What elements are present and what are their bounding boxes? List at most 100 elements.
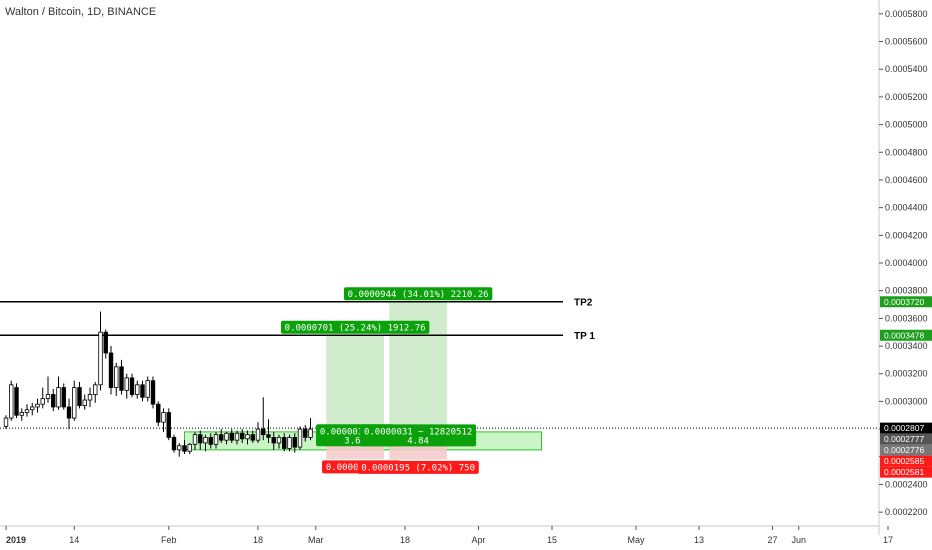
price-badge [880,455,932,467]
tp-line-label: TP2 [574,297,593,308]
position-2-center-label-1: 0.0000031 ~ 12820512 [364,427,472,437]
y-tick-label: 0.0005200 [885,92,928,102]
candle-body [245,434,250,440]
position-1-target-label: 0.0000701 (25.24%) 1912.76 [285,323,426,333]
candle-body [297,428,303,448]
position-1-center-label-2: 3.65 [344,436,366,446]
y-tick-label: 0.0004400 [885,203,928,213]
price-badge-label: 0.0002585 [884,456,924,466]
candle-body [140,384,145,398]
position-2-center-box [360,424,477,447]
candle-body [51,394,56,408]
candle-body [192,434,198,445]
candle-body [98,331,103,386]
x-tick-label: 15 [547,535,557,545]
candle-body [19,412,24,416]
candle-body [287,437,292,449]
price-badge [880,433,932,445]
price-badge-label: 0.0002776 [884,445,924,455]
tp-line-label: TP 1 [574,331,595,342]
x-tick-label: 17 [883,535,893,545]
y-tick-label: 0.0003400 [885,341,928,351]
candle-body [292,437,297,448]
price-badge [880,444,932,456]
y-tick-label: 0.0005800 [885,9,928,19]
candle-body [14,387,19,416]
candle-body [150,380,156,405]
candle-body [213,434,219,445]
candle-body [203,437,208,444]
candle-body [35,403,40,408]
y-tick-label: 0.0004000 [885,258,928,268]
candle-body [255,428,261,441]
candle-body [271,437,276,444]
y-tick-label: 0.0005000 [885,120,928,130]
x-tick-label: Apr [471,535,485,545]
candle-body [156,403,161,423]
y-tick-label: 0.0003800 [885,286,928,296]
candle-body [124,377,129,391]
candle-body [208,437,213,445]
y-tick-label: 0.0002200 [885,507,928,517]
candle-body [87,394,93,401]
price-badge [880,466,932,478]
y-tick-label: 0.0003600 [885,313,928,323]
y-tick-label: 0.0005600 [885,37,928,47]
y-tick-label: 0.0005400 [885,64,928,74]
position-1-target-zone[interactable] [326,335,384,433]
candle-body [82,399,87,406]
candle-body [229,432,234,441]
price-badge [880,329,932,341]
candle-body [161,412,166,423]
x-tick-label: 27 [767,535,777,545]
candle-body [93,384,98,395]
price-badge-label: 0.0003720 [884,297,924,307]
candle-body [9,384,14,419]
candle-body [108,352,114,388]
candle-body [129,377,135,395]
candle-body [171,437,177,451]
position-2-target-label: 0.0000944 (34.01%) 2210.26 [348,290,489,300]
candle-body [66,406,72,419]
price-badge [880,422,932,434]
x-tick-label: 13 [694,535,704,545]
candle-body [224,432,229,441]
candle-body [182,445,187,452]
candle-body [240,432,245,440]
position-2-target-label-box [343,287,493,301]
candle-body [234,432,240,441]
price-badge-label: 0.0002777 [884,434,924,444]
candle-body [135,384,140,395]
candle-body [72,387,77,419]
candle-body [77,387,82,406]
x-tick-label: 2019 [6,535,26,545]
candle-body [198,434,203,444]
x-tick-label: 14 [69,535,79,545]
position-2-stop-label-box [357,460,479,474]
candle-body [61,387,66,408]
candle-body [261,428,266,436]
candle-body [56,387,61,408]
x-tick-label: May [627,535,645,545]
candle-body [266,434,271,438]
y-tick-label: 0.0004200 [885,230,928,240]
x-tick-label: Mar [308,535,324,545]
candle-body [145,380,150,398]
candle-body [103,331,108,354]
candle-body [45,394,51,400]
candle-body [308,428,313,438]
position-2-stop-label: 0.0000195 (7.02%) 750 [361,463,475,473]
candle-body [30,406,35,411]
y-tick-label: 0.0004600 [885,175,928,185]
y-tick-label: 0.0003200 [885,369,928,379]
x-tick-label: 18 [400,535,410,545]
candle-body [276,437,282,444]
candle-body [166,412,171,438]
candle-body [40,398,45,405]
candle-body [119,366,124,391]
candle-body [187,443,192,452]
candle-body [250,434,255,441]
y-tick-label: 0.0002400 [885,479,928,489]
